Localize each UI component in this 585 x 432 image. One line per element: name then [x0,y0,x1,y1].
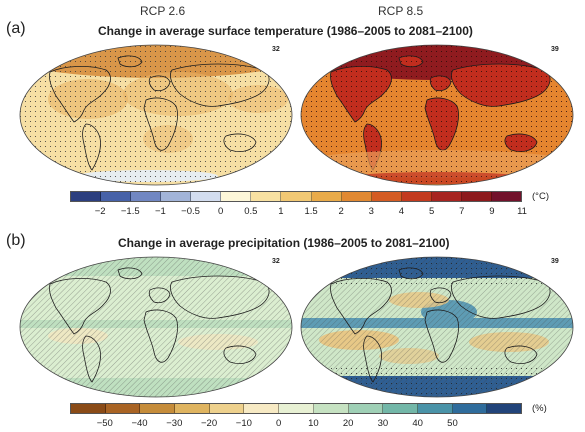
colorbar-swatch [140,404,176,413]
rcp26-column-heading: RCP 2.6 [140,4,186,18]
colorbar-tick-label: 50 [447,418,458,429]
colorbar-swatch [175,404,210,413]
colorbar-swatch [209,404,245,413]
colorbar-tick-label: −30 [166,418,183,429]
precipitation-map-rcp85 [300,256,574,398]
rcp85-precip-model-count: 39 [551,258,559,265]
temperature-map-rcp26 [19,44,293,186]
colorbar-swatch [431,192,462,201]
colorbar-swatch [251,192,282,201]
colorbar-swatch [313,404,349,413]
precipitation-map-rcp26 [19,256,293,398]
colorbar-swatch [417,404,453,413]
rcp26-precip-model-count: 32 [272,258,280,265]
colorbar-tick-label: 5 [428,206,435,217]
colorbar-swatch [71,404,106,413]
precipitation-unit: (%) [532,403,547,414]
colorbar-tick-label: 0 [275,418,282,429]
colorbar-swatch [191,192,222,201]
colorbar-swatch [279,404,314,413]
colorbar-tick-label: −0.5 [181,206,200,217]
colorbar-swatch [105,404,141,413]
colorbar-tick-label: −50 [96,418,113,429]
rcp85-temp-model-count: 39 [551,46,559,53]
colorbar-swatch [341,192,372,201]
colorbar-swatch [131,192,162,201]
colorbar-tick-label: 3 [368,206,374,217]
colorbar-swatch [101,192,132,201]
precipitation-colorbar [70,403,522,414]
colorbar-tick-label: 7 [459,206,465,217]
colorbar-tick-label: −40 [131,418,148,429]
temperature-colorbar-ticks: −2 −1.5 −1 −0.5 0 0.5 1 1.5 2 3 4 5 7 9 11 [70,206,527,220]
colorbar-tick-label: −2 [94,206,106,217]
rcp85-column-heading: RCP 8.5 [378,4,424,18]
colorbar-swatch [161,192,192,201]
rcp26-temp-model-count: 32 [272,46,280,53]
colorbar-swatch [491,192,521,201]
colorbar-swatch [401,192,432,201]
temperature-unit: (°C) [532,191,549,202]
colorbar-tick-label: 1 [278,206,284,217]
temperature-map-rcp85 [300,44,574,186]
panel-a-label: (a) [6,20,26,37]
colorbar-tick-label: −1.5 [120,206,140,217]
panel-b-label: (b) [6,232,26,249]
colorbar-swatch [244,404,280,413]
colorbar-tick-label: 30 [377,418,389,429]
colorbar-swatch [371,192,402,201]
colorbar-tick-label: 1.5 [304,206,318,217]
colorbar-tick-label: −1 [154,206,166,217]
colorbar-tick-label: 9 [489,206,495,217]
precipitation-colorbar-ticks: −50 −40 −30 −20 −10 0 10 20 30 40 50 [70,418,522,432]
colorbar-swatch [487,404,521,413]
colorbar-tick-label: −10 [235,418,252,429]
colorbar-swatch [348,404,384,413]
colorbar-swatch [383,404,418,413]
colorbar-tick-label: 0.5 [244,206,258,217]
colorbar-tick-label: 0 [218,206,224,217]
colorbar-swatch [71,192,102,201]
colorbar-swatch [221,192,252,201]
colorbar-tick-label: −20 [201,418,218,429]
colorbar-swatch [452,404,488,413]
panel-a-title: Change in average surface temperature (1… [98,24,473,38]
temperature-colorbar [70,191,522,202]
colorbar-tick-label: 2 [338,206,344,217]
colorbar-swatch [311,192,342,201]
colorbar-tick-label: 20 [342,418,354,429]
colorbar-tick-label: 4 [398,206,405,217]
colorbar-swatch [281,192,312,201]
colorbar-tick-label: 40 [412,418,423,429]
colorbar-swatch [461,192,492,201]
colorbar-tick-label: 10 [308,418,319,429]
panel-b-title: Change in average precipitation (1986–20… [118,236,450,250]
colorbar-tick-label: 11 [517,206,527,217]
